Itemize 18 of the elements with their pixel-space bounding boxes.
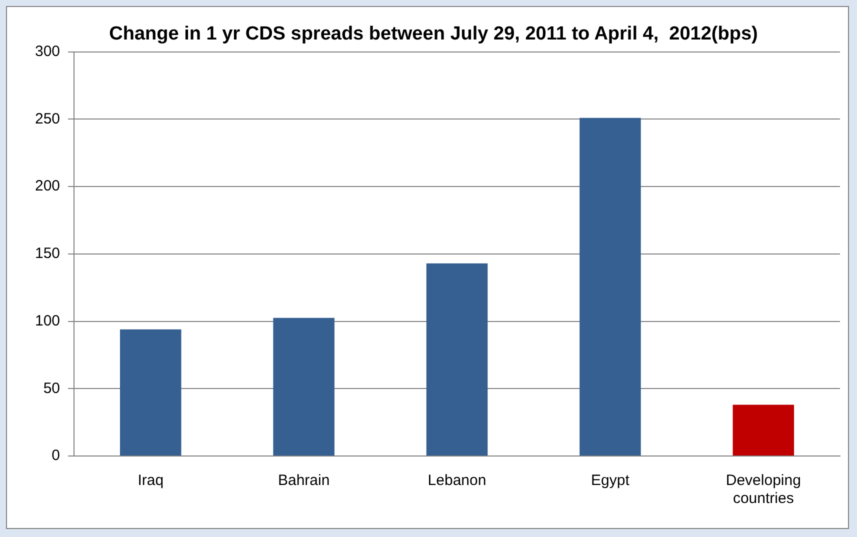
bar — [732, 404, 794, 456]
x-tick-label: Bahrain — [278, 472, 330, 490]
y-tick-label: 50 — [43, 380, 60, 397]
y-tick-label: 0 — [52, 447, 60, 464]
x-tick-label: Lebanon — [428, 472, 486, 490]
y-tick-label: 300 — [34, 42, 60, 60]
y-tick-label: 200 — [34, 178, 60, 195]
y-tick-label: 100 — [34, 312, 60, 330]
y-tick-label: 150 — [34, 245, 60, 262]
bar — [273, 318, 334, 456]
x-tick-label: Developing countries — [726, 472, 801, 508]
bar — [426, 263, 488, 456]
x-tick-label: Egypt — [591, 472, 630, 490]
x-tick-label: Iraq — [138, 472, 164, 490]
y-tick-label: 250 — [34, 110, 60, 128]
bar — [120, 329, 182, 456]
chart-title: Change in 1 yr CDS spreads between July 29, 2011 to April 4, 2012(bps) — [109, 24, 758, 45]
bar — [580, 118, 641, 456]
